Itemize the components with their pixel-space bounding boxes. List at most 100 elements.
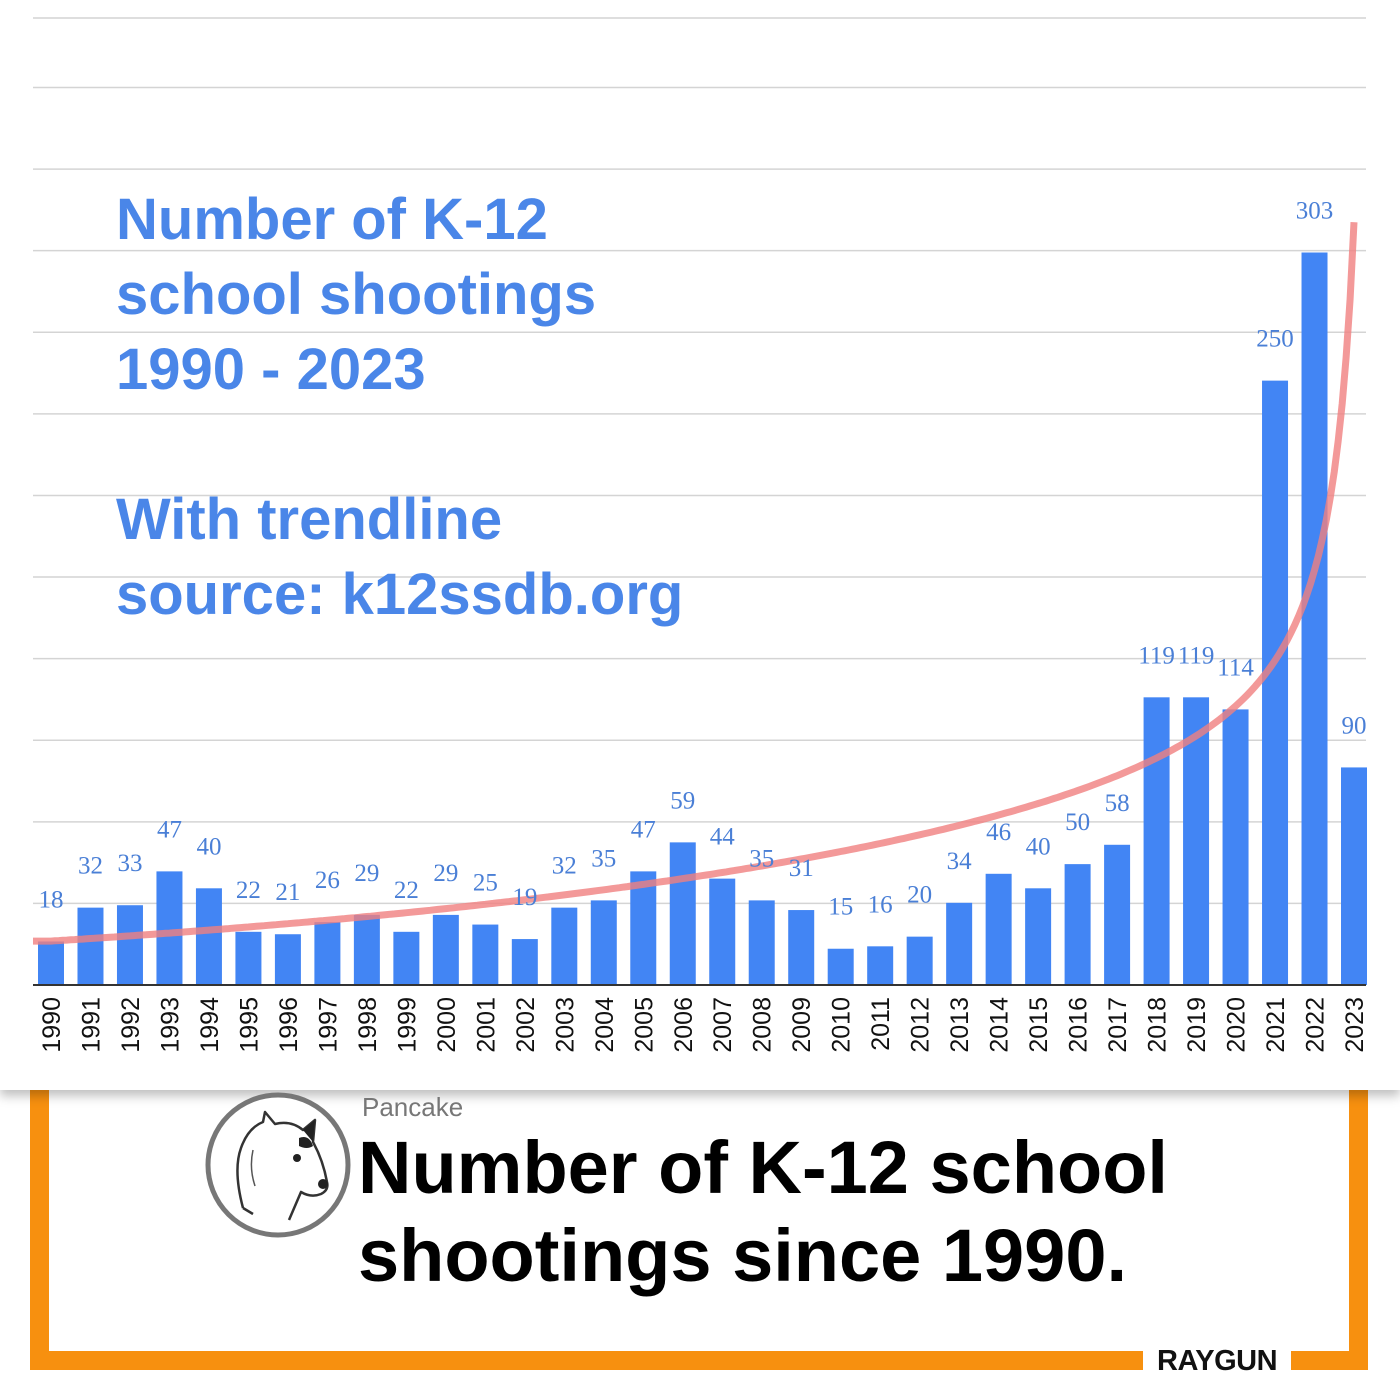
data-label: 119 <box>1178 642 1215 669</box>
chart-subtitle: With trendline source: k12ssdb.org <box>116 487 684 627</box>
x-tick-label: 2018 <box>1144 997 1172 1053</box>
x-tick-label: 2003 <box>551 997 579 1053</box>
post-headline: Number of K-12 school shootings since 19… <box>358 1126 1168 1297</box>
bar <box>1341 767 1367 985</box>
data-label: 50 <box>1065 809 1090 836</box>
x-tick-label: 1994 <box>196 997 224 1053</box>
x-tick-label: 2023 <box>1341 997 1369 1053</box>
bar <box>472 924 499 985</box>
bar <box>946 902 973 985</box>
bar <box>195 888 222 985</box>
x-tick-label: 1990 <box>38 997 66 1053</box>
bar <box>511 939 538 985</box>
x-tick-label: 1995 <box>235 997 263 1053</box>
data-label: 20 <box>907 882 932 909</box>
dog-avatar-icon[interactable] <box>203 1090 353 1240</box>
bar <box>1301 252 1328 985</box>
data-label: 25 <box>473 870 498 897</box>
bar <box>1064 864 1091 985</box>
bar <box>38 941 64 985</box>
data-label: 26 <box>315 867 340 894</box>
bar <box>235 931 262 985</box>
x-tick-label: 1992 <box>117 997 145 1053</box>
data-label: 47 <box>157 816 182 843</box>
data-label: 47 <box>631 816 656 843</box>
bar <box>669 842 696 985</box>
bar <box>788 910 815 985</box>
x-tick-label: 2008 <box>749 997 777 1053</box>
data-label: 32 <box>78 853 103 880</box>
data-label: 44 <box>710 824 736 851</box>
x-tick-label: 2002 <box>512 997 540 1053</box>
bar <box>432 914 459 985</box>
bar <box>709 878 736 985</box>
bar <box>1104 844 1131 985</box>
data-label: 18 <box>39 886 64 913</box>
data-label: 35 <box>591 845 616 872</box>
bar <box>116 905 143 985</box>
bar <box>867 946 894 985</box>
bar <box>1222 709 1249 985</box>
x-tick-label: 2010 <box>828 997 856 1053</box>
data-label: 59 <box>670 787 695 814</box>
bar <box>393 931 420 985</box>
bar <box>748 900 775 985</box>
x-tick-label: 2004 <box>591 997 619 1053</box>
data-label: 31 <box>789 855 814 882</box>
x-tick-label: 1993 <box>156 997 184 1053</box>
x-tick-label: 2019 <box>1183 997 1211 1053</box>
x-tick-label: 2005 <box>630 997 658 1053</box>
data-label: 21 <box>275 879 300 906</box>
x-tick-label: 2021 <box>1262 997 1290 1053</box>
data-label: 22 <box>236 877 261 904</box>
data-label: 303 <box>1296 197 1334 224</box>
data-label: 114 <box>1217 654 1254 681</box>
x-tick-label: 2017 <box>1104 997 1132 1053</box>
x-tick-label: 2006 <box>670 997 698 1053</box>
x-tick-label: 1991 <box>77 997 105 1053</box>
x-tick-label: 2022 <box>1302 997 1330 1053</box>
data-label: 33 <box>117 850 142 877</box>
x-tick-label: 2015 <box>1025 997 1053 1053</box>
data-label: 29 <box>433 860 458 887</box>
x-tick-label: 1998 <box>354 997 382 1053</box>
bar <box>630 871 657 985</box>
x-tick-label: 2016 <box>1065 997 1093 1053</box>
chart-title: Number of K-12 school shootings 1990 - 2… <box>116 187 597 402</box>
data-label: 250 <box>1256 326 1294 353</box>
data-label: 29 <box>354 860 379 887</box>
bar <box>77 907 104 985</box>
data-label: 34 <box>947 848 973 875</box>
x-tick-label: 1997 <box>314 997 342 1053</box>
bar <box>1262 380 1289 985</box>
x-tick-label: 2014 <box>986 997 1014 1053</box>
data-label: 40 <box>196 833 221 860</box>
data-label: 90 <box>1342 712 1367 739</box>
bar <box>551 907 578 985</box>
data-label: 58 <box>1105 790 1130 817</box>
x-tick-label: 2012 <box>907 997 935 1053</box>
brand-logo: RAYGUN <box>1143 1346 1292 1376</box>
data-label: 16 <box>868 891 893 918</box>
bar <box>1025 888 1052 985</box>
bar <box>906 936 933 985</box>
bar <box>985 873 1012 985</box>
trendline <box>33 222 1358 945</box>
x-tick-label: 2009 <box>788 997 816 1053</box>
bar <box>353 914 380 985</box>
x-tick-label: 2020 <box>1223 997 1251 1053</box>
bar <box>590 900 617 985</box>
x-tick-label: 2013 <box>946 997 974 1053</box>
x-tick-label: 2007 <box>709 997 737 1053</box>
x-tick-label: 1996 <box>275 997 303 1053</box>
bar <box>274 934 301 985</box>
x-tick-label: 2001 <box>472 997 500 1053</box>
author-name[interactable]: Pancake <box>362 1092 464 1122</box>
bar <box>314 922 341 985</box>
bar-chart: 18 32 33 47 40 22 21 26 29 22 29 25 19 32 35 47 59 44 35 31… <box>33 17 1369 1053</box>
x-tick-label: 2011 <box>867 997 895 1051</box>
data-label: 15 <box>828 894 853 921</box>
x-tick-label: 1999 <box>393 997 421 1053</box>
bar <box>156 871 183 985</box>
bar <box>827 948 854 985</box>
